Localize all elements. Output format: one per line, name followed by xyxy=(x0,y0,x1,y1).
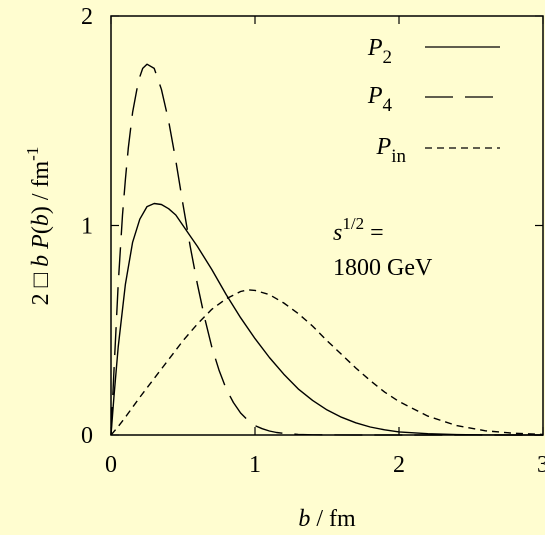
legend-entry-p2: P2 xyxy=(367,35,500,68)
legend-pin-main: P xyxy=(376,134,392,160)
y-title-box: □ xyxy=(28,272,54,287)
legend-p4-sub: 4 xyxy=(383,95,393,116)
series-line-p2 xyxy=(110,202,543,436)
energy-annotation-line2: 1800 GeV xyxy=(333,255,433,281)
legend-p2-sub: 2 xyxy=(383,47,393,68)
y-tick-label: 0 xyxy=(81,423,93,449)
legend-label-p2: P2 xyxy=(367,35,392,68)
y-title-close: ) / fm xyxy=(28,161,54,215)
y-title-var1: b P xyxy=(28,234,54,273)
legend: P2 P4 Pin xyxy=(367,35,500,167)
legend-pin-sub: in xyxy=(391,146,406,167)
y-axis-title: 2 □ b P(b) / fm-1 xyxy=(23,147,54,306)
legend-entry-pin: Pin xyxy=(376,134,500,167)
x-tick-label: 2 xyxy=(393,452,405,478)
legend-label-p4: P4 xyxy=(367,83,393,116)
energy-annotation-line1: s1/2 = xyxy=(333,214,384,246)
x-title-rest: / fm xyxy=(310,506,356,532)
x-title-var: b xyxy=(298,506,310,532)
y-title-sup: -1 xyxy=(23,147,42,161)
y-title-paren: ( xyxy=(28,226,54,234)
x-tick-label: 0 xyxy=(105,452,117,478)
legend-p4-main: P xyxy=(367,83,383,109)
y-tick-label: 2 xyxy=(81,4,93,30)
series-line-pin xyxy=(110,289,544,436)
annot-var: s xyxy=(333,220,342,246)
legend-p2-main: P xyxy=(367,35,383,61)
plot-frame xyxy=(110,15,544,436)
y-tick-label: 1 xyxy=(81,214,93,240)
series-line-p4 xyxy=(110,63,543,436)
curves xyxy=(110,63,544,436)
y-title-lead: 2 xyxy=(28,287,54,305)
legend-entry-p4: P4 xyxy=(367,83,500,116)
axis-ticks: 0 1 2 3 0 1 2 xyxy=(81,4,545,478)
legend-label-pin: Pin xyxy=(376,134,407,167)
y-title-var2: b xyxy=(28,214,54,226)
x-tick-label: 1 xyxy=(249,452,261,478)
x-axis-title: b / fm xyxy=(298,506,356,532)
annot-eq: = xyxy=(364,220,384,246)
x-tick-label: 3 xyxy=(537,452,545,478)
annot-sup: 1/2 xyxy=(342,214,364,233)
